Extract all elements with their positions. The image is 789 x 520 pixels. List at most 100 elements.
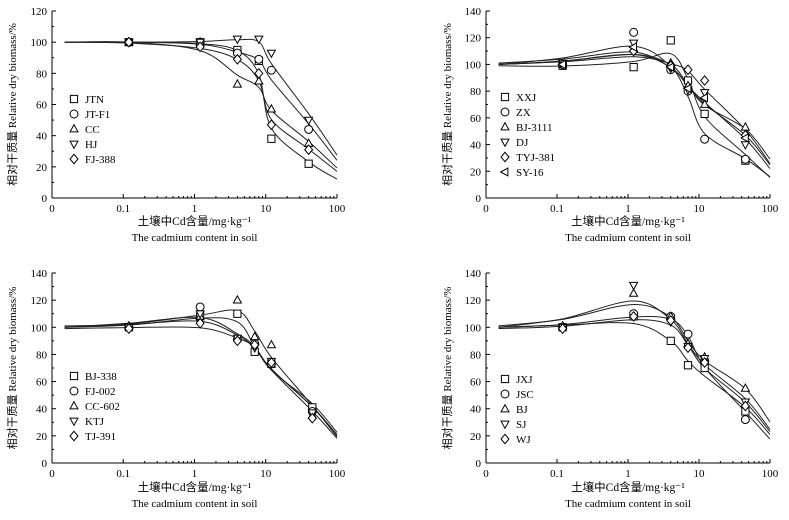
legend-marker-TJ-391 xyxy=(69,430,79,442)
point-TJ-391 xyxy=(124,323,134,335)
y-tick-label: 140 xyxy=(465,6,482,18)
point-SY-16 xyxy=(665,62,675,72)
point-TYJ-381 xyxy=(700,75,710,86)
legend-marker-CC xyxy=(69,123,79,133)
y-tick-label: 0 xyxy=(476,193,482,205)
point-TJ-391 xyxy=(195,317,205,329)
legend-marker-JSC xyxy=(500,389,510,399)
legend-label: SY-16 xyxy=(516,167,544,179)
legend-marker-JXJ xyxy=(500,374,510,384)
legend-marker-KTJ xyxy=(69,417,79,427)
point-DJ xyxy=(740,141,751,150)
legend-label: HJ xyxy=(85,139,98,151)
legend-marker-FJ-002 xyxy=(69,386,79,396)
x-tick-label: 10 xyxy=(260,203,272,215)
legend-label: JSC xyxy=(516,389,534,401)
x-tick-label: 0 xyxy=(483,468,489,480)
y-tick-label: 80 xyxy=(36,349,48,361)
point-CC-602 xyxy=(232,294,243,304)
point-JSC xyxy=(740,415,750,425)
point-JTN xyxy=(267,134,276,143)
point-HJ xyxy=(254,35,264,45)
y-tick-label: 80 xyxy=(470,86,482,98)
point-FJ-388 xyxy=(195,41,205,53)
point-BJ xyxy=(628,287,639,297)
legend-label: ZX xyxy=(516,107,531,119)
y-tick-label: 60 xyxy=(36,377,48,389)
legend-marker-TYJ-381 xyxy=(500,151,510,163)
y-tick-label: 40 xyxy=(36,131,48,143)
point-TJ-391 xyxy=(250,339,260,351)
y-tick-label: 120 xyxy=(31,6,48,18)
point-JXJ xyxy=(683,361,693,370)
y-tick-label: 100 xyxy=(465,59,482,71)
point-JSC xyxy=(683,329,693,339)
x-tick-label: 0.1 xyxy=(550,203,564,215)
y-tick-label: 120 xyxy=(31,295,48,307)
x-tick-label: 0.1 xyxy=(116,468,130,480)
legend-marker-WJ xyxy=(500,433,510,445)
point-CC xyxy=(254,75,264,85)
y-axis-label: 相对干质量 Relative dry biomass/% xyxy=(5,23,19,186)
x-tick-label: 0 xyxy=(49,203,55,215)
fit-curve-JSC xyxy=(498,316,771,440)
point-TJ-391 xyxy=(307,412,317,424)
x-axis-label-en: The cadmium content in soil xyxy=(132,498,258,510)
fit-curve-HJ xyxy=(64,38,338,156)
x-tick-label: 100 xyxy=(762,203,779,215)
y-tick-label: 0 xyxy=(476,458,482,470)
y-tick-label: 60 xyxy=(470,377,482,389)
y-tick-label: 20 xyxy=(36,162,48,174)
x-axis-label: 土壤中Cd含量/mg·kg⁻¹ xyxy=(138,480,252,494)
legend-marker-ZX xyxy=(500,107,510,117)
y-tick-label: 0 xyxy=(42,458,48,470)
x-tick-label: 0.1 xyxy=(116,203,130,215)
y-tick-label: 140 xyxy=(31,268,48,280)
point-ZX xyxy=(629,27,639,37)
fit-curve-FJ-388 xyxy=(64,41,338,172)
fit-curve-TYJ-381 xyxy=(498,56,771,164)
point-XXJ xyxy=(629,63,638,72)
fit-curve-ZX xyxy=(498,45,771,178)
point-FJ-388 xyxy=(232,53,243,65)
point-XXJ xyxy=(666,36,675,45)
y-tick-label: 120 xyxy=(465,33,482,45)
point-TJ-391 xyxy=(266,357,277,369)
point-KTJ xyxy=(195,310,205,320)
y-tick-label: 80 xyxy=(470,349,482,361)
point-SY-16 xyxy=(682,83,692,94)
y-tick-label: 40 xyxy=(470,404,482,416)
point-SY-16 xyxy=(628,42,638,52)
x-tick-label: 1 xyxy=(192,468,198,480)
x-tick-label: 10 xyxy=(694,203,706,215)
y-tick-label: 100 xyxy=(31,322,48,334)
y-tick-label: 100 xyxy=(31,37,48,49)
legend-label: DJ xyxy=(516,137,529,149)
legend-label: JXJ xyxy=(516,374,533,386)
point-WJ xyxy=(558,323,568,335)
legend-label: KTJ xyxy=(85,416,105,428)
point-JT-F1 xyxy=(266,65,276,75)
point-JT-F1 xyxy=(254,54,264,64)
point-BJ-3111 xyxy=(699,99,710,108)
y-tick-label: 40 xyxy=(36,404,48,416)
point-DJ xyxy=(699,89,710,98)
y-tick-label: 100 xyxy=(465,322,482,334)
fit-curve-WJ xyxy=(498,319,771,432)
legend-label: JT-F1 xyxy=(85,109,110,121)
point-TJ-391 xyxy=(232,335,243,347)
legend-label: WJ xyxy=(516,434,531,446)
legend-label: BJ xyxy=(516,404,528,416)
point-WJ xyxy=(740,400,750,412)
point-FJ-388 xyxy=(304,144,314,156)
legend-label: BJ-338 xyxy=(85,371,117,383)
point-SY-16 xyxy=(557,59,567,70)
point-FJ-388 xyxy=(254,67,264,79)
point-FJ-002 xyxy=(195,302,205,312)
x-tick-label: 100 xyxy=(329,468,346,480)
legend-marker-SY-16 xyxy=(499,167,509,177)
x-tick-label: 0 xyxy=(483,203,489,215)
point-TYJ-381 xyxy=(683,64,693,76)
point-XXJ xyxy=(700,109,709,118)
